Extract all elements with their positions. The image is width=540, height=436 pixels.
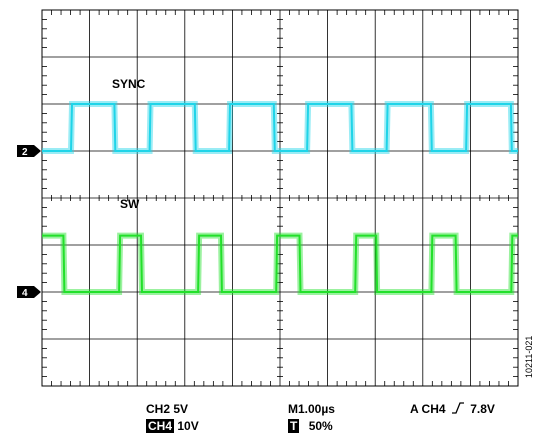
trace-sync: [42, 103, 518, 152]
trace-labels: SYNC SW: [112, 77, 146, 211]
ch4-scale: 10V: [177, 419, 199, 433]
series-label-sync: SYNC: [112, 77, 146, 91]
channel-markers: 24: [17, 145, 41, 299]
series-label-sw: SW: [120, 197, 140, 211]
graticule: [42, 10, 518, 386]
ch4-scale-readout: CH4 10V: [146, 419, 199, 433]
channel-marker-arrow: [17, 286, 41, 298]
trigger-source: A CH4: [410, 402, 446, 416]
channel-number: 2: [22, 147, 28, 158]
channel-marker-4: 4: [17, 286, 41, 299]
trigger-level: 7.8V: [470, 402, 495, 416]
trigger-position: 50%: [308, 419, 333, 433]
channel-marker-2: 2: [17, 145, 41, 158]
waveform-traces: [42, 101, 518, 295]
trigger-position-readout: T 50%: [288, 419, 333, 433]
trace-sw: [42, 234, 518, 293]
timebase-readout: M1.00µs: [288, 402, 335, 416]
ch2-scale-readout: CH2 5V: [146, 402, 189, 416]
figure-id: 10211-021: [524, 335, 534, 378]
trigger-readout: A CH4 7.8V: [410, 402, 495, 416]
channel-number: 4: [22, 288, 28, 299]
trigger-box: T: [288, 419, 300, 433]
ch4-label: CH4: [146, 419, 175, 433]
rising-edge-icon: [451, 402, 464, 414]
channel-marker-arrow: [17, 145, 41, 157]
